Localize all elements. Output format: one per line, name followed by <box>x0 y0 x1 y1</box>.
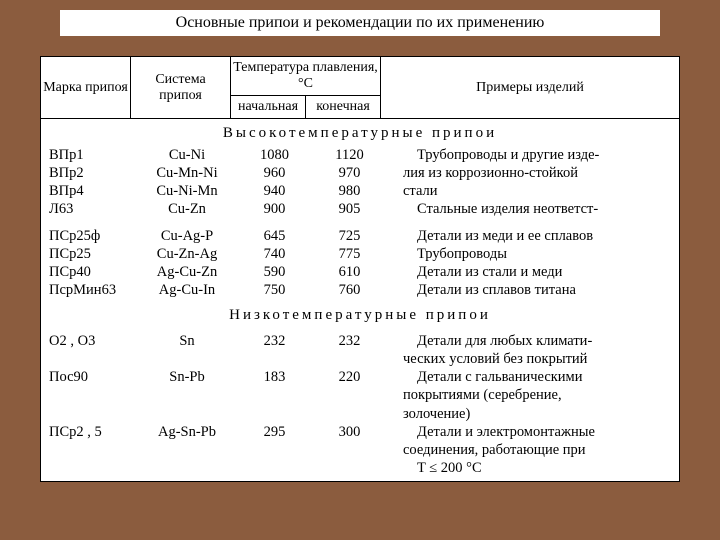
cell-app: Детали из сплавов титана <box>387 281 673 299</box>
cell-app: T ≤ 200 °С <box>387 459 673 477</box>
section-title: Высокотемпературные припои <box>47 121 673 146</box>
cell: Ag-Sn-Pb <box>137 423 237 441</box>
table-header: Марка припоя Система припоя Температура … <box>40 56 680 119</box>
cell: Cu-Zn <box>137 200 237 218</box>
cell: 610 <box>312 263 387 281</box>
cell-app: ческих условий без покрытий <box>387 350 673 368</box>
cell: Ag-Cu-Zn <box>137 263 237 281</box>
cell: ПСр2 , 5 <box>47 423 137 441</box>
section-title: Низкотемпературные припои <box>47 303 673 328</box>
table-row: Л63Cu-Zn900905Стальные изделия неответст… <box>47 200 673 218</box>
cell-app: соединения, работающие при <box>387 441 673 459</box>
cell: 232 <box>237 332 312 350</box>
cell: 590 <box>237 263 312 281</box>
cell: 750 <box>237 281 312 299</box>
header-system: Система припоя <box>131 57 231 119</box>
header-temp-start: начальная <box>231 96 306 119</box>
table-row: ПСр25фCu-Ag-P645725Детали из меди и ее с… <box>47 227 673 245</box>
cell: Пос90 <box>47 368 137 386</box>
cell-app: Стальные изделия неответст- <box>387 200 673 218</box>
page-background: Основные припои и рекомендации по их при… <box>0 0 720 540</box>
table-row: соединения, работающие при <box>47 441 673 459</box>
cell: 970 <box>312 164 387 182</box>
table-row: Пос90Sn-Pb183220Детали с гальваническими <box>47 368 673 386</box>
cell: Cu-Zn-Ag <box>137 245 237 263</box>
table-row: ВПр1Cu-Ni10801120Трубопроводы и другие и… <box>47 146 673 164</box>
cell: ПсрМин63 <box>47 281 137 299</box>
cell: 645 <box>237 227 312 245</box>
table-row: ВПр4Cu-Ni-Mn940980стали <box>47 182 673 200</box>
cell: Cu-Ni <box>137 146 237 164</box>
cell: Cu-Ni-Mn <box>137 182 237 200</box>
cell: 900 <box>237 200 312 218</box>
table-row: ПсрМин63Ag-Cu-In750760Детали из сплавов … <box>47 281 673 299</box>
cell-app: Детали из стали и меди <box>387 263 673 281</box>
header-temp: Температура плавления, °С <box>231 57 381 96</box>
cell: 905 <box>312 200 387 218</box>
table-row: золочение) <box>47 405 673 423</box>
table-row: ПСр25Cu-Zn-Ag740775Трубопроводы <box>47 245 673 263</box>
header-temp-end: конечная <box>306 96 381 119</box>
cell: Cu-Ag-P <box>137 227 237 245</box>
cell: 300 <box>312 423 387 441</box>
cell: ПСр25ф <box>47 227 137 245</box>
cell-app: Трубопроводы и другие изде- <box>387 146 673 164</box>
cell-app: Детали с гальваническими <box>387 368 673 386</box>
table-row: О2 , О3Sn232232Детали для любых климати- <box>47 332 673 350</box>
table-row: T ≤ 200 °С <box>47 459 673 477</box>
cell: 1080 <box>237 146 312 164</box>
page-title: Основные припои и рекомендации по их при… <box>60 10 660 36</box>
cell: 295 <box>237 423 312 441</box>
header-mark: Марка припоя <box>41 57 131 119</box>
scan-sheet: Марка припоя Система припоя Температура … <box>40 56 680 482</box>
cell: Sn-Pb <box>137 368 237 386</box>
cell-app: золочение) <box>387 405 673 423</box>
header-app: Примеры изделий <box>381 57 680 119</box>
cell-app: Детали из меди и ее сплавов <box>387 227 673 245</box>
cell: 960 <box>237 164 312 182</box>
cell: 1120 <box>312 146 387 164</box>
cell: Ag-Cu-In <box>137 281 237 299</box>
table-row: покрытиями (серебрение, <box>47 386 673 404</box>
table-row: ВПр2Cu-Mn-Ni960970лия из коррозионно-сто… <box>47 164 673 182</box>
table-body: Высокотемпературные припоиВПр1Cu-Ni10801… <box>40 119 680 482</box>
cell: ВПр2 <box>47 164 137 182</box>
cell: ВПр4 <box>47 182 137 200</box>
cell: 740 <box>237 245 312 263</box>
table-row: ческих условий без покрытий <box>47 350 673 368</box>
cell: Sn <box>137 332 237 350</box>
cell-app: Детали для любых климати- <box>387 332 673 350</box>
cell: 940 <box>237 182 312 200</box>
cell: 775 <box>312 245 387 263</box>
cell: ПСр40 <box>47 263 137 281</box>
cell: 725 <box>312 227 387 245</box>
cell-app: Детали и электромонтажные <box>387 423 673 441</box>
cell: ПСр25 <box>47 245 137 263</box>
table-row: ПСр2 , 5Ag-Sn-Pb295300Детали и электромо… <box>47 423 673 441</box>
cell: 183 <box>237 368 312 386</box>
cell: О2 , О3 <box>47 332 137 350</box>
cell-app: Трубопроводы <box>387 245 673 263</box>
cell-app: лия из коррозионно-стойкой <box>387 164 673 182</box>
cell-app: покрытиями (серебрение, <box>387 386 673 404</box>
cell: 220 <box>312 368 387 386</box>
cell: Cu-Mn-Ni <box>137 164 237 182</box>
cell: ВПр1 <box>47 146 137 164</box>
cell: Л63 <box>47 200 137 218</box>
table-row: ПСр40Ag-Cu-Zn590610Детали из стали и мед… <box>47 263 673 281</box>
cell-app: стали <box>387 182 673 200</box>
cell: 980 <box>312 182 387 200</box>
cell: 760 <box>312 281 387 299</box>
cell: 232 <box>312 332 387 350</box>
